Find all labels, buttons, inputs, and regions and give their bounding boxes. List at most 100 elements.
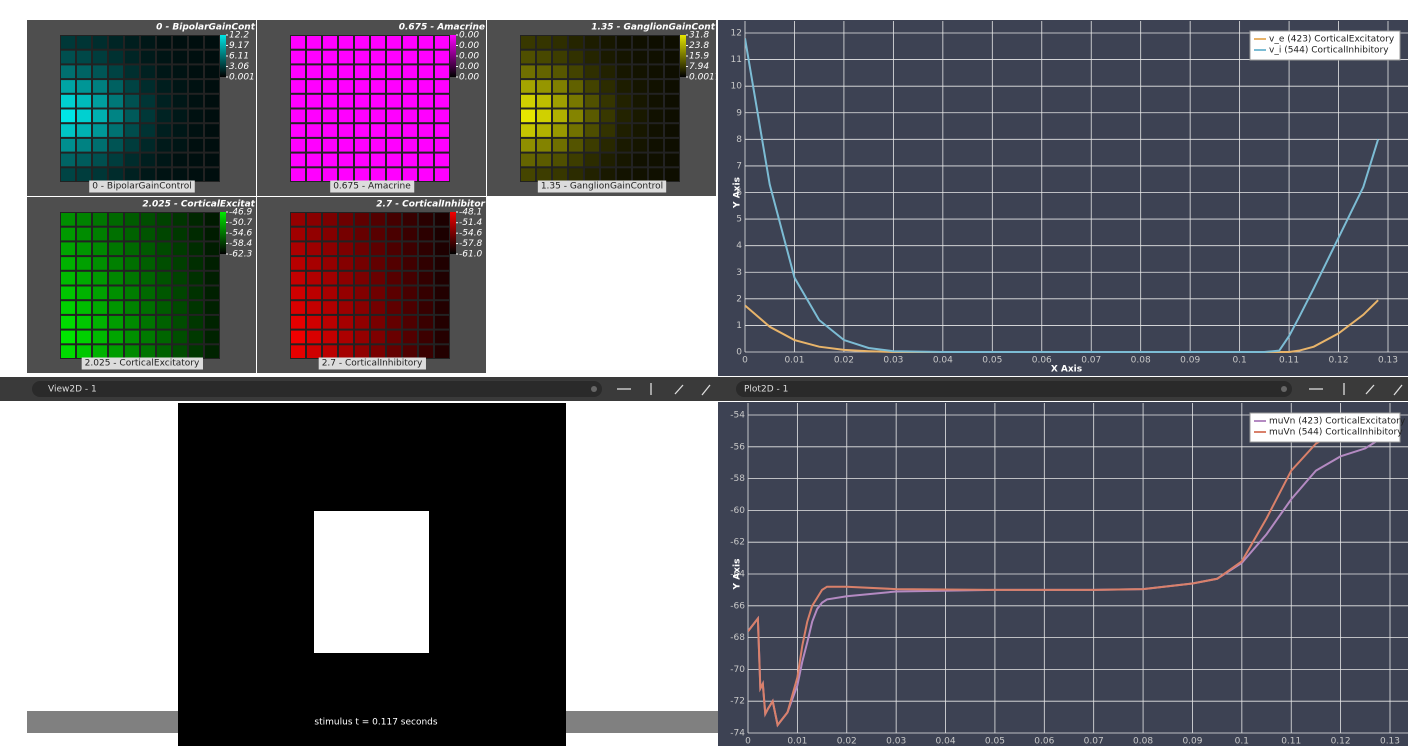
heatmap-cell: [521, 80, 535, 93]
heatmap-cell: [141, 124, 155, 137]
heatmap-cell: [355, 109, 369, 123]
heatmap-cell: [77, 345, 91, 358]
heatmap-cell: [93, 257, 107, 270]
view-selector[interactable]: [32, 381, 602, 397]
heatmap-cell: [569, 80, 583, 93]
series-line: [748, 414, 1381, 728]
heatmap-cell: [307, 80, 321, 93]
heatmap-cell: [403, 36, 417, 49]
heatmap-cell: [173, 124, 187, 137]
heatmap-cell: [339, 271, 353, 285]
legend-label: 0.00: [459, 73, 479, 83]
heatmap-cell: [387, 80, 401, 93]
heatmap-cell: [355, 138, 369, 152]
x-tick-label: 0.09: [1182, 737, 1202, 746]
x-tick-label: 0.02: [834, 356, 854, 366]
heatmap-cell: [189, 242, 203, 256]
heatmap-cell: [125, 124, 139, 137]
heatmap-cell: [553, 153, 567, 167]
heatmap-cell: [403, 227, 417, 241]
plot-selector[interactable]: [736, 381, 1292, 397]
heatmap-cell: [61, 80, 75, 93]
legend-label: -50.7: [229, 218, 253, 228]
heatmap-cell: [355, 94, 369, 108]
heatmap-cell: [291, 242, 305, 256]
heatmap-cell: [61, 65, 75, 79]
status-dot: [591, 386, 597, 392]
heatmap-cell: [205, 168, 219, 181]
heatmap-cell: [617, 153, 631, 167]
heatmap-cell: [189, 153, 203, 167]
heatmap-cell: [189, 330, 203, 344]
heatmap-cell: [387, 271, 401, 285]
panel-label: 0.675 - Amacrine: [333, 182, 411, 192]
heatmap-cell: [125, 109, 139, 123]
heatmap-cell: [189, 94, 203, 108]
heatmap-cell: [419, 109, 433, 123]
heatmap-cell: [371, 257, 385, 270]
heatmap-cell: [387, 330, 401, 344]
heatmap-cell: [521, 124, 535, 137]
heatmap-cell: [189, 50, 203, 64]
heatmap-cell: [633, 94, 647, 108]
y-tick-label: 9: [736, 108, 742, 118]
heatmap-cell: [291, 168, 305, 181]
heatmap-cell: [125, 65, 139, 79]
heatmap-cell: [537, 138, 551, 152]
heatmap-cell: [189, 138, 203, 152]
heatmap-cell: [173, 301, 187, 314]
heatmap-cell: [291, 315, 305, 329]
heatmap-cell: [323, 80, 337, 93]
heatmap-cell: [649, 50, 663, 64]
heatmap-cell: [291, 65, 305, 79]
heatmap-cell: [77, 315, 91, 329]
heatmap-cell: [339, 242, 353, 256]
x-tick-label: 0.05: [982, 356, 1002, 366]
heatmap-cell: [403, 242, 417, 256]
heatmap-cell: [61, 36, 75, 49]
heatmap-cell: [173, 242, 187, 256]
heatmap-cell: [157, 330, 171, 344]
heatmap-cell: [205, 257, 219, 270]
heatmap-cell: [521, 50, 535, 64]
heatmap-cell: [125, 257, 139, 270]
plot-icons[interactable]: [1309, 383, 1403, 396]
x-tick-label: 0.11: [1279, 356, 1299, 366]
heatmap-cell: [291, 286, 305, 300]
heatmap-cell: [77, 257, 91, 270]
heatmap-cell: [109, 257, 123, 270]
heatmap-cell: [419, 80, 433, 93]
heatmap-cell: [387, 286, 401, 300]
heatmap-cell: [157, 124, 171, 137]
legend-label: 31.8: [689, 31, 709, 41]
heatmap-cell: [387, 242, 401, 256]
heatmap-cell: [307, 271, 321, 285]
heatmap-cell: [339, 227, 353, 241]
x-tick-label: 0.09: [1180, 356, 1200, 366]
heatmap-cell: [387, 168, 401, 181]
plot: 0 0.01 0.02 0.03 0.04 0.05 0.06 0.07 0.08 0.09 0.1…: [718, 402, 1408, 746]
heatmap-cell: [521, 109, 535, 123]
heatmap-cell: [371, 271, 385, 285]
legend-label: 7.94: [689, 62, 709, 72]
heatmap-cell: [601, 80, 615, 93]
x-tick-label: 0: [745, 737, 751, 746]
heatmap-cell: [665, 94, 679, 108]
legend-label: 0.00: [459, 31, 479, 41]
heatmap-cell: [93, 109, 107, 123]
heatmap-cell: [403, 271, 417, 285]
heatmap-cell: [601, 65, 615, 79]
heatmap-cell: [585, 138, 599, 152]
heatmap-cell: [109, 94, 123, 108]
heatmap-cell: [93, 345, 107, 358]
heatmap-cell: [205, 301, 219, 314]
heatmap-cell: [585, 50, 599, 64]
heatmap-cell: [355, 80, 369, 93]
heatmap-cell: [109, 138, 123, 152]
heatmap-cell: [125, 213, 139, 226]
heatmap-cell: [109, 65, 123, 79]
legend-label: -54.6: [229, 229, 253, 239]
heatmap-cell: [141, 345, 155, 358]
legend-bar: [220, 35, 226, 77]
view-icons[interactable]: [617, 383, 711, 396]
